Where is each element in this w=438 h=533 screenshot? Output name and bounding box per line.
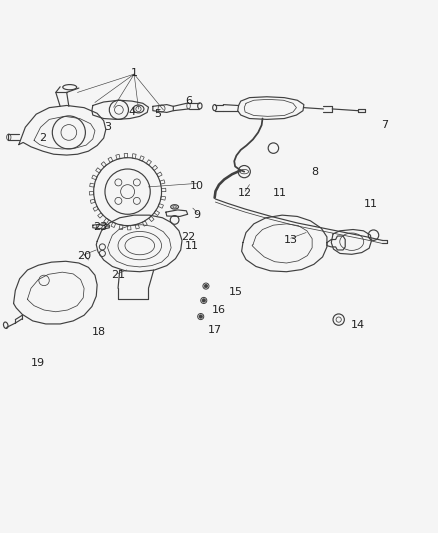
Polygon shape	[132, 154, 136, 158]
Polygon shape	[89, 192, 94, 195]
Text: 22: 22	[181, 232, 196, 242]
Text: 5: 5	[155, 109, 162, 119]
Text: 3: 3	[105, 122, 112, 132]
Text: 23: 23	[94, 222, 108, 232]
Text: 11: 11	[185, 240, 199, 251]
Text: 2: 2	[39, 133, 46, 143]
Text: 12: 12	[238, 188, 252, 198]
Text: 4: 4	[128, 107, 135, 117]
Polygon shape	[166, 210, 187, 216]
Polygon shape	[108, 157, 113, 163]
Polygon shape	[14, 261, 97, 324]
Polygon shape	[101, 161, 106, 167]
Text: 16: 16	[212, 305, 226, 315]
Circle shape	[204, 284, 208, 288]
Text: 11: 11	[364, 199, 378, 209]
Polygon shape	[140, 156, 144, 161]
Text: 9: 9	[194, 210, 201, 220]
Polygon shape	[111, 222, 116, 228]
Text: 20: 20	[77, 252, 91, 262]
Polygon shape	[146, 160, 152, 165]
Polygon shape	[162, 188, 166, 192]
Polygon shape	[90, 183, 95, 187]
Polygon shape	[135, 224, 139, 229]
Polygon shape	[327, 236, 345, 250]
Polygon shape	[116, 154, 120, 159]
Polygon shape	[93, 206, 99, 211]
Text: 7: 7	[381, 120, 388, 130]
Text: 21: 21	[111, 270, 125, 280]
Polygon shape	[124, 154, 127, 158]
Text: 6: 6	[185, 96, 192, 106]
Text: 19: 19	[31, 358, 45, 368]
Polygon shape	[98, 213, 103, 218]
Text: 17: 17	[208, 325, 222, 335]
Polygon shape	[154, 211, 159, 215]
Polygon shape	[142, 221, 147, 226]
Polygon shape	[153, 104, 173, 112]
Polygon shape	[238, 97, 304, 119]
Polygon shape	[160, 180, 165, 184]
Text: 10: 10	[190, 181, 204, 191]
Circle shape	[199, 315, 202, 318]
Polygon shape	[161, 196, 166, 200]
Polygon shape	[157, 172, 162, 177]
Text: 14: 14	[351, 320, 365, 330]
Polygon shape	[93, 224, 110, 229]
Circle shape	[202, 298, 205, 302]
Polygon shape	[92, 100, 148, 119]
Polygon shape	[158, 204, 163, 208]
Text: 13: 13	[284, 236, 298, 245]
Polygon shape	[19, 106, 106, 155]
Polygon shape	[92, 175, 97, 180]
Text: 18: 18	[92, 327, 106, 337]
Polygon shape	[242, 215, 327, 272]
Text: 1: 1	[131, 68, 138, 78]
Polygon shape	[127, 225, 131, 230]
Polygon shape	[96, 215, 182, 272]
Polygon shape	[119, 225, 123, 230]
Polygon shape	[331, 230, 371, 254]
Polygon shape	[104, 218, 109, 224]
Text: 11: 11	[273, 188, 287, 198]
Polygon shape	[149, 216, 154, 222]
Polygon shape	[152, 165, 158, 171]
Polygon shape	[95, 168, 101, 173]
Polygon shape	[90, 199, 95, 204]
Text: 8: 8	[311, 167, 318, 176]
Text: 15: 15	[229, 287, 243, 297]
